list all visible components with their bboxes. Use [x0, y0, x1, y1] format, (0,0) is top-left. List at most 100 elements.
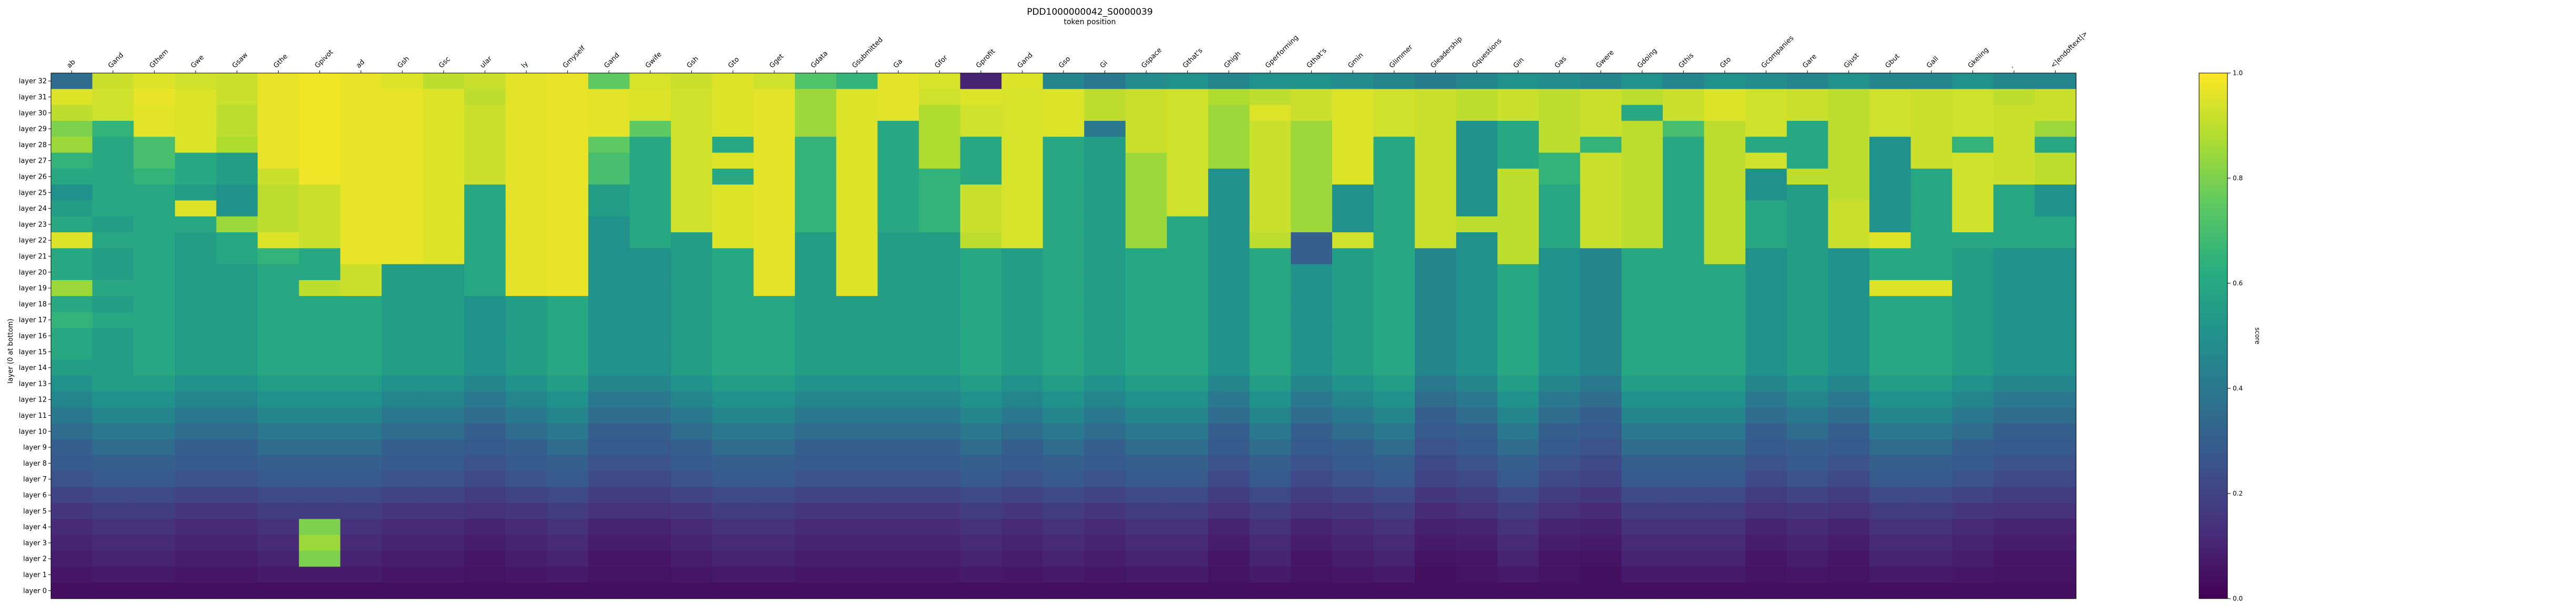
heatmap-cell: [1415, 105, 1457, 121]
heatmap-cell: [1415, 184, 1457, 201]
heatmap-cell: [712, 375, 754, 392]
y-tick-label: layer 31: [19, 94, 47, 101]
heatmap-cell: [712, 264, 754, 281]
heatmap-cell: [175, 264, 217, 281]
heatmap-cell: [2035, 120, 2077, 137]
heatmap-cell: [423, 264, 465, 281]
heatmap-cell: [836, 232, 878, 249]
heatmap-cell: [134, 551, 176, 567]
heatmap-cell: [381, 89, 424, 106]
heatmap-cell: [1125, 471, 1168, 488]
heatmap-cell: [1662, 280, 1705, 296]
heatmap-cell: [1910, 152, 1953, 169]
heatmap-cell: [1621, 120, 1663, 137]
heatmap-cell: [134, 439, 176, 456]
heatmap-cell: [216, 423, 258, 440]
heatmap-cell: [464, 519, 506, 536]
heatmap-cell: [2035, 89, 2077, 106]
heatmap-cell: [1869, 439, 1911, 456]
heatmap-cell: [1167, 519, 1209, 536]
heatmap-cell: [92, 248, 134, 265]
heatmap-cell: [464, 359, 506, 376]
heatmap-cell: [381, 359, 424, 376]
heatmap-cell: [1456, 503, 1498, 520]
heatmap-cell: [795, 327, 837, 344]
heatmap-cell: [836, 567, 878, 583]
heatmap-cell: [918, 392, 961, 408]
heatmap-cell: [1952, 137, 1994, 153]
chart-title: PDD1000000042_S0000039: [1027, 7, 1153, 17]
heatmap-cell: [547, 487, 589, 503]
heatmap-cell: [134, 503, 176, 520]
heatmap-cell: [1373, 407, 1415, 424]
heatmap-cell: [1786, 184, 1828, 201]
heatmap-cell: [795, 582, 837, 599]
heatmap-cell: [877, 312, 919, 328]
heatmap-cell: [423, 487, 465, 503]
heatmap-cell: [175, 168, 217, 185]
heatmap-cell: [1125, 439, 1168, 456]
heatmap-cell: [134, 344, 176, 361]
heatmap-cell: [712, 471, 754, 488]
heatmap-cell: [712, 89, 754, 106]
x-tick-label: ly: [520, 60, 530, 70]
heatmap-cell: [1249, 551, 1291, 567]
heatmap-cell: [1869, 168, 1911, 185]
heatmap-cell: [505, 487, 547, 503]
heatmap-cell: [1580, 73, 1622, 89]
heatmap-cell: [175, 152, 217, 169]
heatmap-cell: [423, 200, 465, 217]
heatmap-cell: [1745, 439, 1787, 456]
heatmap-cell: [1084, 375, 1126, 392]
heatmap-cell: [1456, 232, 1498, 249]
heatmap-cell: [795, 455, 837, 472]
heatmap-cell: [1373, 312, 1415, 328]
heatmap-cell: [134, 582, 176, 599]
heatmap-cell: [1952, 455, 1994, 472]
heatmap-cell: [1704, 73, 1746, 89]
heatmap-cell: [1580, 280, 1622, 296]
heatmap-cell: [1786, 392, 1828, 408]
heatmap-cell: [1084, 503, 1126, 520]
heatmap-cell: [216, 471, 258, 488]
heatmap-cell: [918, 471, 961, 488]
heatmap-cell: [1456, 216, 1498, 233]
heatmap-cell: [1291, 120, 1333, 137]
heatmap-cell: [92, 264, 134, 281]
heatmap-cell: [299, 152, 341, 169]
heatmap-cell: [1208, 264, 1250, 281]
heatmap-cell: [1952, 73, 1994, 89]
heatmap-cell: [1993, 89, 2035, 106]
y-tick-label: layer 7: [23, 476, 47, 483]
heatmap-cell: [1745, 248, 1787, 265]
heatmap-cell: [836, 105, 878, 121]
heatmap-cell: [712, 280, 754, 296]
heatmap-cell: [1580, 216, 1622, 233]
heatmap-cell: [216, 168, 258, 185]
heatmap-cell: [712, 248, 754, 265]
heatmap-cell: [671, 344, 713, 361]
heatmap-cell: [1621, 296, 1663, 313]
heatmap-cell: [671, 359, 713, 376]
heatmap-cell: [795, 152, 837, 169]
heatmap-cell: [1415, 216, 1457, 233]
heatmap-cell: [1869, 89, 1911, 106]
heatmap-cell: [134, 120, 176, 137]
heatmap-cell: [918, 407, 961, 424]
heatmap-cell: [1704, 280, 1746, 296]
heatmap-cell: [464, 439, 506, 456]
heatmap-cell: [795, 280, 837, 296]
x-tick-label: Ga: [892, 57, 904, 69]
heatmap-cell: [1869, 359, 1911, 376]
heatmap-cell: [588, 168, 630, 185]
heatmap-cell: [836, 327, 878, 344]
heatmap-cell: [299, 392, 341, 408]
heatmap-cell: [1001, 407, 1044, 424]
heatmap-cell: [1456, 344, 1498, 361]
heatmap-cell: [588, 344, 630, 361]
heatmap-cell: [1539, 567, 1581, 583]
heatmap-cell: [918, 344, 961, 361]
heatmap-cell: [1869, 423, 1911, 440]
heatmap-cell: [1621, 439, 1663, 456]
heatmap-cell: [753, 582, 795, 599]
